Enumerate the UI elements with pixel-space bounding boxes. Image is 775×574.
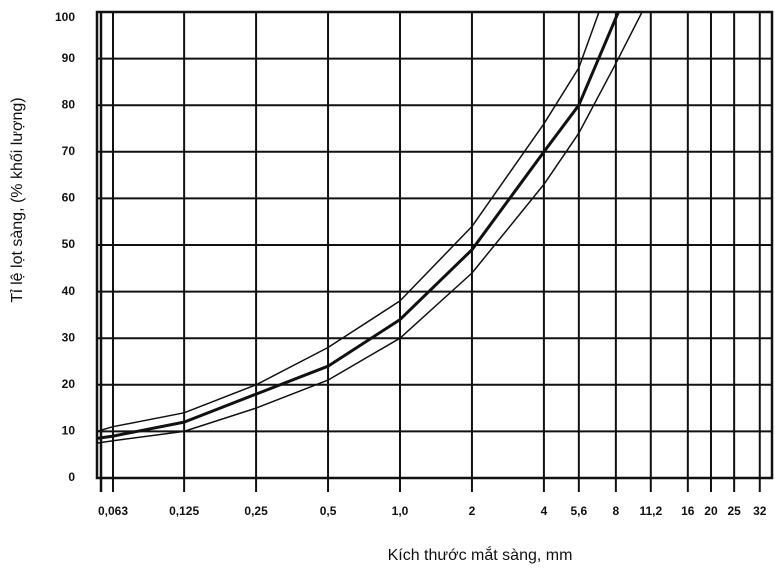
plot-frame [95,10,774,480]
y-tick-label: 80 [62,97,76,111]
x-tick-label: 20 [704,504,718,518]
x-tick-label: 2 [469,504,476,518]
x-tick-label: 5,6 [570,504,587,518]
x-tick-label: 11,2 [639,504,662,518]
x-tick-label: 0,063 [98,504,128,518]
y-tick-label: 100 [55,10,75,24]
y-tick-label: 70 [62,144,76,158]
y-tick-label: 40 [62,284,76,298]
x-tick-label: 25 [727,504,741,518]
y-tick-label: 50 [62,237,76,251]
y-tick-label: 0 [68,470,75,484]
y-tick-label: 20 [62,377,76,391]
x-tick-label: 32 [753,504,767,518]
x-axis-title: Kích thước mắt sàng, mm [388,545,573,564]
x-tick-label: 4 [541,504,548,518]
y-tick-label: 90 [62,51,76,65]
y-tick-label: 60 [62,191,76,205]
x-tick-label: 0,25 [244,504,268,518]
x-tick-label: 0,5 [320,504,337,518]
y-tick-label: 30 [62,330,76,344]
y-axis-title: Tỉ lệ lọt sàng, (% khối lượng) [9,97,26,302]
x-tick-label: 8 [613,504,620,518]
grading-curve [96,11,600,433]
x-tick-label: 1,0 [392,504,409,518]
x-tick-label: 16 [681,504,695,518]
grading-curve [96,11,620,440]
y-tick-label: 10 [62,424,76,438]
x-tick-label: 0,125 [169,504,199,518]
grading-curve [96,11,643,444]
